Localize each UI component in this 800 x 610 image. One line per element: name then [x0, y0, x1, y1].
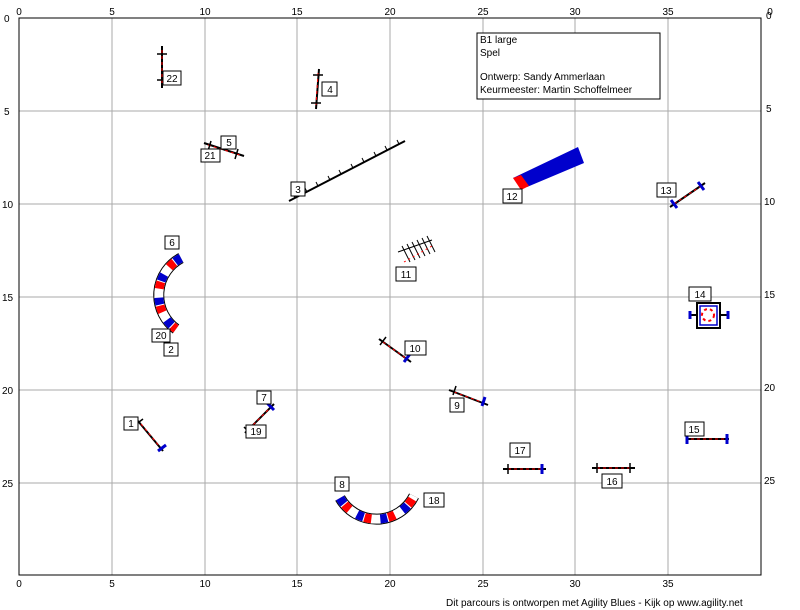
obstacle-number: 15: [688, 425, 700, 436]
y-tick-label: 15: [2, 293, 14, 304]
obstacle-jump: [448, 385, 489, 407]
x-tick-label: 20: [384, 7, 396, 18]
x-tick-label: 20: [384, 579, 396, 590]
y-tick-label: 5: [766, 104, 772, 115]
obstacle-number: 21: [204, 151, 216, 162]
x-tick-label: 10: [199, 7, 211, 18]
obstacle-number: 16: [606, 477, 618, 488]
obstacle-jump: [503, 464, 546, 474]
course-judge: Keurmeester: Martin Schoffelmeer: [480, 85, 633, 96]
x-tick-label: 15: [291, 7, 303, 18]
obstacle-number: 6: [169, 238, 175, 249]
obstacle-number: 18: [428, 496, 440, 507]
y-tick-label: 20: [2, 386, 14, 397]
obstacle-jump: [669, 181, 706, 209]
y-axis-left: 0 5 10 15 20 25: [2, 14, 14, 490]
obstacle-jump: [311, 68, 323, 110]
grid: [19, 18, 761, 575]
course-designer: Ontwerp: Sandy Ammerlaan: [480, 72, 605, 83]
y-tick-label: 10: [764, 197, 776, 208]
field-border: [18, 17, 762, 576]
obstacle-number: 3: [295, 185, 301, 196]
x-axis-bottom: 0 5 10 15 20 25 30 35: [16, 579, 674, 590]
course-type: Spel: [480, 48, 500, 59]
x-tick-label: 25: [477, 7, 489, 18]
obstacle-number: 7: [261, 393, 267, 404]
x-axis-top: 0 5 10 15 20 25 30 35 0: [16, 7, 773, 18]
course-info-box: B1 large Spel Ontwerp: Sandy Ammerlaan K…: [476, 32, 661, 100]
obstacle-number: 22: [166, 74, 178, 85]
y-tick-label: 5: [4, 107, 10, 118]
obstacle-number: 1: [128, 419, 134, 430]
obstacle-jump: [592, 463, 635, 473]
y-tick-label: 25: [2, 479, 14, 490]
y-tick-label: 10: [2, 200, 14, 211]
y-axis-right: 0 5 10 15 20 25: [764, 11, 776, 487]
obstacle-number: 9: [454, 401, 460, 412]
x-tick-label: 30: [569, 579, 581, 590]
footer-credit: Dit parcours is ontworpen met Agility Bl…: [446, 598, 743, 609]
x-tick-label: 35: [662, 579, 674, 590]
x-tick-label: 0: [16, 7, 22, 18]
x-tick-label: 0: [16, 579, 22, 590]
x-tick-label: 30: [569, 7, 581, 18]
y-tick-label: 25: [764, 476, 776, 487]
obstacle-chute: [513, 147, 584, 190]
y-tick-label: 0: [766, 11, 772, 22]
y-tick-label: 0: [4, 14, 10, 25]
obstacle-number: 5: [226, 138, 232, 149]
obstacle-tire: [688, 302, 730, 329]
obstacle-number: 10: [409, 344, 421, 355]
obstacle-number: 11: [401, 270, 412, 281]
course-title: B1 large: [480, 35, 518, 46]
y-tick-label: 20: [764, 383, 776, 394]
obstacle-number: 20: [155, 331, 167, 342]
x-tick-label: 5: [109, 7, 115, 18]
obstacle-number: 14: [694, 290, 706, 301]
obstacle-jump: [134, 418, 167, 453]
x-tick-label: 15: [291, 579, 303, 590]
x-tick-label: 5: [109, 579, 115, 590]
x-tick-label: 25: [477, 579, 489, 590]
x-tick-label: 0: [767, 7, 773, 18]
obstacle-number: 17: [514, 446, 526, 457]
obstacle-tunnel: [335, 493, 419, 525]
obstacle-number: 4: [327, 85, 333, 96]
y-tick-label: 15: [764, 290, 776, 301]
x-tick-label: 35: [662, 7, 674, 18]
obstacle-number: 8: [339, 480, 345, 491]
obstacle-number: 12: [506, 192, 518, 203]
obstacle-dogwalk: [288, 139, 406, 202]
obstacle-number: 2: [168, 345, 174, 356]
obstacle-number: 13: [660, 186, 672, 197]
obstacle-weave: [397, 235, 436, 263]
x-tick-label: 10: [199, 579, 211, 590]
obstacle-number: 19: [250, 427, 262, 438]
obstacle-tunnel: [153, 253, 184, 334]
